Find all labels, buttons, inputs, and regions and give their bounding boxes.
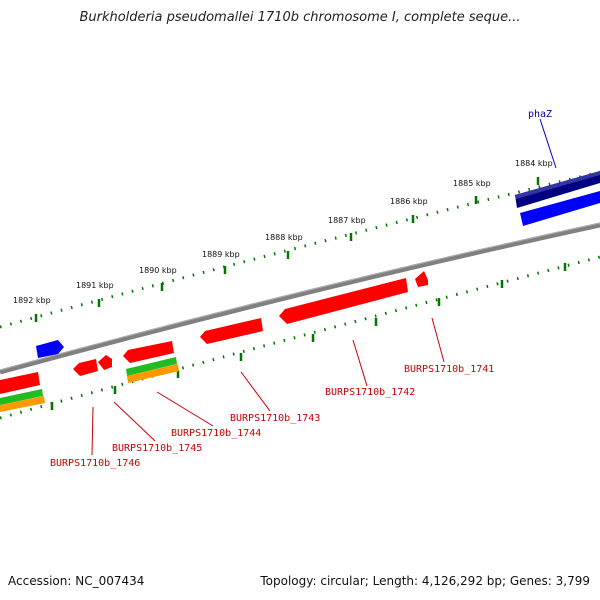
scale-label-1890: 1890 kbp bbox=[139, 266, 177, 275]
scale-label-1891: 1891 kbp bbox=[76, 281, 114, 290]
gene-label-1743: BURPS1710b_1743 bbox=[230, 413, 320, 424]
backbone bbox=[0, 222, 600, 375]
gene-label-phaZ: phaZ bbox=[528, 109, 552, 120]
gene-label-1745: BURPS1710b_1745 bbox=[112, 443, 202, 454]
scale-label-1884: 1884 kbp bbox=[515, 159, 553, 168]
orange-band-2 bbox=[0, 396, 45, 412]
feature-bands bbox=[0, 357, 179, 412]
gene-BURPS1710b_1745 bbox=[98, 355, 112, 370]
reverse-features bbox=[0, 271, 428, 394]
outer-tick-ring bbox=[0, 170, 600, 329]
gene-BURPS1710b_1746 bbox=[73, 359, 98, 376]
leader-lines bbox=[91, 118, 557, 456]
scale-label-1892: 1892 kbp bbox=[13, 296, 51, 305]
backbone-highlight bbox=[0, 222, 600, 371]
map-title: Burkholderia pseudomallei 1710b chromoso… bbox=[79, 10, 521, 25]
scale-label-1889: 1889 kbp bbox=[202, 250, 240, 259]
scale-label-1888: 1888 kbp bbox=[265, 233, 303, 242]
gene-label-1741: BURPS1710b_1741 bbox=[404, 364, 494, 375]
scale-label-1887: 1887 kbp bbox=[328, 216, 366, 225]
topology-summary: Topology: circular; Length: 4,126,292 bp… bbox=[260, 574, 590, 588]
gene-label-1742: BURPS1710b_1742 bbox=[325, 387, 415, 398]
gene-forward-cds-2 bbox=[36, 340, 64, 358]
orange-band-1 bbox=[127, 364, 179, 383]
gene-reverse-cds-left bbox=[0, 372, 40, 394]
gene-forward-cds bbox=[520, 191, 600, 226]
scale-label-1885: 1885 kbp bbox=[453, 179, 491, 188]
gene-BURPS1710b_1744 bbox=[123, 341, 174, 363]
green-band-2 bbox=[0, 389, 43, 405]
gene-phaZ-shade bbox=[515, 171, 600, 199]
gene-BURPS1710b_1742 bbox=[279, 278, 408, 324]
outer-major-ticks bbox=[34, 177, 540, 322]
forward-features bbox=[36, 171, 600, 358]
gene-BURPS1710b_1743 bbox=[200, 318, 263, 344]
green-band-1 bbox=[126, 357, 177, 376]
gene-label-1746: BURPS1710b_1746 bbox=[50, 458, 140, 469]
accession-text: Accession: NC_007434 bbox=[8, 574, 145, 588]
inner-major-ticks bbox=[50, 263, 567, 410]
gene-label-1744: BURPS1710b_1744 bbox=[171, 428, 261, 439]
scale-label-1886: 1886 kbp bbox=[390, 197, 428, 206]
gene-BURPS1710b_1741 bbox=[415, 271, 428, 287]
